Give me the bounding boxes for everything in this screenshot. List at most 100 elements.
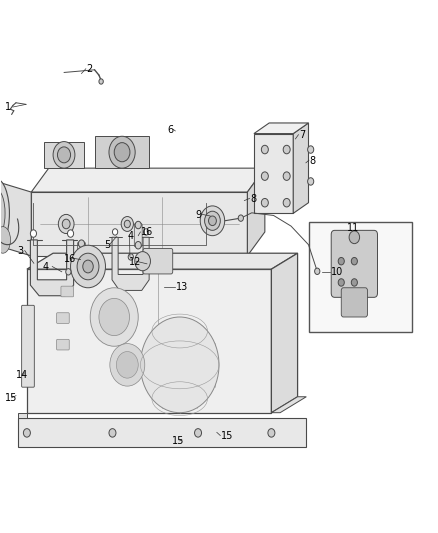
Circle shape — [144, 229, 149, 235]
FancyBboxPatch shape — [331, 230, 378, 297]
Text: 12: 12 — [129, 257, 141, 266]
Circle shape — [117, 352, 138, 378]
Circle shape — [57, 147, 71, 163]
Polygon shape — [30, 240, 74, 296]
Text: 8: 8 — [309, 156, 315, 166]
Circle shape — [53, 142, 75, 168]
Polygon shape — [18, 413, 27, 418]
Text: 15: 15 — [5, 393, 18, 403]
Circle shape — [71, 245, 106, 288]
Polygon shape — [18, 418, 306, 447]
Circle shape — [314, 268, 320, 274]
Circle shape — [77, 253, 99, 280]
Circle shape — [83, 260, 93, 273]
Polygon shape — [0, 181, 31, 256]
Circle shape — [124, 220, 131, 228]
Text: 11: 11 — [347, 223, 359, 233]
Polygon shape — [112, 237, 149, 290]
Circle shape — [78, 260, 85, 268]
Text: 13: 13 — [176, 282, 188, 292]
Polygon shape — [254, 134, 293, 213]
FancyBboxPatch shape — [136, 272, 150, 280]
Circle shape — [338, 279, 344, 286]
Circle shape — [23, 429, 30, 437]
FancyBboxPatch shape — [21, 305, 34, 387]
FancyBboxPatch shape — [309, 222, 413, 332]
Text: 1: 1 — [5, 102, 11, 112]
Text: 16: 16 — [141, 228, 154, 238]
Circle shape — [30, 230, 36, 237]
Circle shape — [208, 216, 216, 225]
Polygon shape — [44, 142, 84, 168]
Circle shape — [109, 429, 116, 437]
Circle shape — [351, 279, 357, 286]
Circle shape — [283, 146, 290, 154]
Circle shape — [99, 298, 130, 336]
Polygon shape — [247, 168, 265, 256]
Polygon shape — [293, 123, 308, 213]
Circle shape — [205, 211, 220, 230]
FancyBboxPatch shape — [341, 288, 367, 317]
FancyBboxPatch shape — [57, 340, 69, 350]
Circle shape — [121, 216, 134, 231]
FancyBboxPatch shape — [61, 286, 74, 297]
Circle shape — [66, 269, 71, 275]
Circle shape — [349, 231, 360, 244]
Polygon shape — [27, 269, 272, 413]
Text: 2: 2 — [86, 64, 92, 74]
Text: 16: 16 — [64, 254, 76, 263]
Polygon shape — [31, 192, 247, 256]
Circle shape — [114, 143, 130, 162]
Text: 15: 15 — [172, 437, 184, 447]
Text: 14: 14 — [16, 370, 28, 381]
Polygon shape — [31, 168, 265, 192]
Text: 10: 10 — [331, 268, 343, 277]
Circle shape — [200, 206, 225, 236]
Circle shape — [283, 172, 290, 180]
Polygon shape — [272, 253, 297, 413]
Circle shape — [307, 146, 314, 154]
Circle shape — [238, 215, 244, 221]
Circle shape — [99, 79, 103, 84]
Circle shape — [90, 288, 138, 346]
Text: 15: 15 — [221, 431, 233, 441]
Ellipse shape — [0, 189, 5, 237]
Circle shape — [67, 230, 74, 237]
Circle shape — [283, 198, 290, 207]
Circle shape — [78, 240, 85, 247]
Polygon shape — [272, 397, 306, 413]
Circle shape — [109, 136, 135, 168]
FancyBboxPatch shape — [78, 242, 85, 265]
Circle shape — [58, 214, 74, 233]
FancyBboxPatch shape — [134, 223, 142, 247]
Circle shape — [194, 429, 201, 437]
Circle shape — [338, 257, 344, 265]
Ellipse shape — [0, 179, 10, 248]
Circle shape — [307, 177, 314, 185]
Text: 9: 9 — [195, 210, 201, 220]
Polygon shape — [254, 123, 308, 134]
Text: 4: 4 — [42, 262, 48, 271]
FancyBboxPatch shape — [57, 313, 69, 324]
Text: 3: 3 — [17, 246, 23, 255]
Circle shape — [351, 257, 357, 265]
Circle shape — [113, 229, 118, 235]
Circle shape — [110, 344, 145, 386]
Text: 6: 6 — [167, 125, 173, 135]
Circle shape — [268, 429, 275, 437]
Circle shape — [261, 198, 268, 207]
Text: 7: 7 — [299, 130, 306, 140]
Circle shape — [261, 146, 268, 154]
Text: 4: 4 — [127, 231, 134, 241]
Ellipse shape — [0, 227, 11, 253]
FancyBboxPatch shape — [143, 248, 173, 274]
Circle shape — [135, 252, 150, 271]
Polygon shape — [95, 136, 149, 168]
Text: 8: 8 — [251, 194, 257, 204]
Circle shape — [135, 241, 141, 249]
Circle shape — [141, 317, 219, 413]
Circle shape — [261, 172, 268, 180]
Polygon shape — [27, 253, 297, 269]
Text: 5: 5 — [104, 240, 110, 249]
Circle shape — [135, 221, 141, 229]
